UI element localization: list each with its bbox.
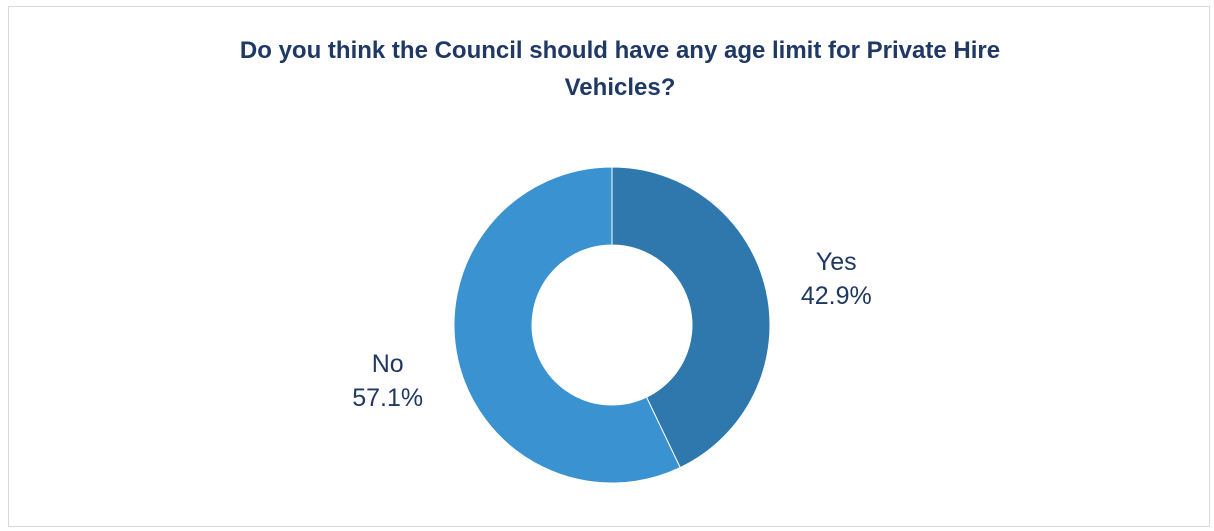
slice-category-label: No xyxy=(372,350,404,378)
chart-title-line-1: Do you think the Council should have any… xyxy=(239,37,1001,64)
slice-value-label: 42.9% xyxy=(801,282,872,310)
slice-category-label: Yes xyxy=(816,248,857,276)
slice-label-yes: Yes 42.9% xyxy=(801,248,872,310)
slice-value-label: 57.1% xyxy=(352,384,423,412)
slice-yes xyxy=(611,166,771,469)
slice-no xyxy=(453,166,681,484)
slice-labels: Yes 42.9% No 57.1% xyxy=(352,248,871,412)
donut-slices xyxy=(453,166,771,484)
slice-label-no: No 57.1% xyxy=(352,350,423,412)
chart-title: Do you think the Council should have any… xyxy=(120,32,1120,106)
chart-title-line-2: Vehicles? xyxy=(564,74,676,101)
